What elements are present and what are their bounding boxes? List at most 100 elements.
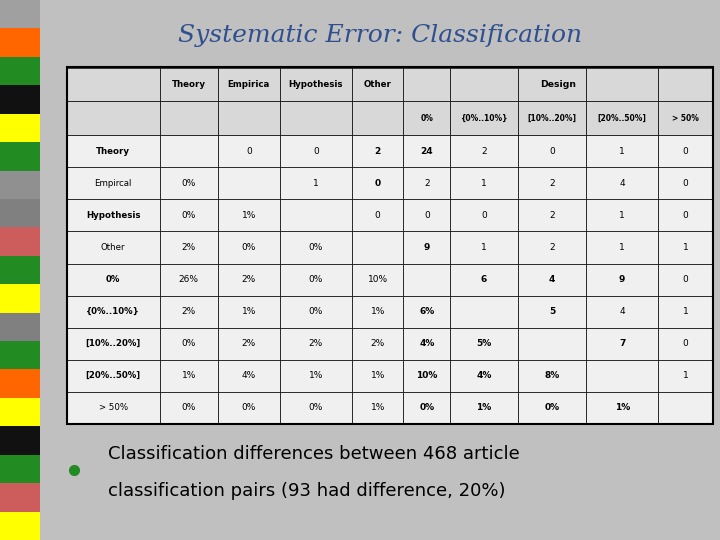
Bar [67, 264, 160, 295]
Text: 2%: 2% [242, 275, 256, 284]
Text: 1%: 1% [615, 403, 630, 413]
Text: 0%: 0% [181, 403, 196, 413]
Text: 1: 1 [683, 307, 688, 316]
Bar [218, 392, 280, 424]
Text: 1: 1 [313, 179, 319, 188]
Text: 1%: 1% [477, 403, 492, 413]
Text: 5%: 5% [477, 339, 492, 348]
Bar [450, 102, 518, 135]
Text: 0%: 0% [181, 339, 196, 348]
Bar [218, 68, 280, 102]
Text: 1: 1 [683, 243, 688, 252]
Text: > 50%: > 50% [99, 403, 127, 413]
Bar [518, 392, 586, 424]
Bar [218, 264, 280, 295]
Text: 2: 2 [374, 147, 381, 156]
Bar [518, 328, 586, 360]
Bar [67, 295, 160, 328]
Text: 2%: 2% [371, 339, 384, 348]
Text: [10%..20%]: [10%..20%] [86, 339, 141, 348]
Bar [280, 264, 352, 295]
Text: 2%: 2% [309, 339, 323, 348]
Text: 10%: 10% [368, 275, 387, 284]
Bar [586, 328, 658, 360]
Bar [658, 295, 714, 328]
Bar [403, 68, 450, 102]
Text: [20%..50%]: [20%..50%] [598, 114, 647, 123]
Bar [658, 102, 714, 135]
Bar [218, 328, 280, 360]
Bar [352, 199, 403, 232]
Bar [352, 295, 403, 328]
Bar [450, 392, 518, 424]
Text: 1: 1 [683, 372, 688, 380]
Bar [658, 264, 714, 295]
Bar [658, 392, 714, 424]
Bar [450, 232, 518, 264]
Text: Hypothesis: Hypothesis [86, 211, 140, 220]
Bar [586, 264, 658, 295]
Bar [518, 68, 586, 102]
Text: 0: 0 [683, 147, 688, 156]
Bar [67, 199, 160, 232]
Bar [352, 328, 403, 360]
Bar [658, 135, 714, 167]
Bar [160, 199, 218, 232]
Bar [218, 199, 280, 232]
Bar [352, 264, 403, 295]
Text: 4: 4 [619, 179, 625, 188]
Bar [518, 102, 586, 135]
Bar [160, 232, 218, 264]
Bar [403, 295, 450, 328]
Bar [67, 135, 160, 167]
Text: 4: 4 [619, 307, 625, 316]
Bar [67, 360, 160, 392]
Text: Theory: Theory [96, 147, 130, 156]
Text: Other: Other [101, 243, 125, 252]
Bar [160, 102, 218, 135]
Bar [280, 135, 352, 167]
Text: 2%: 2% [181, 307, 196, 316]
Bar [67, 232, 160, 264]
Text: Design: Design [540, 80, 576, 89]
Bar [450, 199, 518, 232]
Bar [352, 167, 403, 199]
Text: 4%: 4% [242, 372, 256, 380]
Text: 0%: 0% [419, 403, 434, 413]
Text: 2: 2 [549, 211, 555, 220]
Text: 4: 4 [549, 275, 555, 284]
Text: 0: 0 [375, 211, 380, 220]
Text: Empirica: Empirica [228, 80, 270, 89]
Bar [586, 199, 658, 232]
Text: 0: 0 [424, 211, 430, 220]
Text: 0%: 0% [309, 403, 323, 413]
Bar [67, 328, 160, 360]
Bar [586, 295, 658, 328]
Bar [280, 392, 352, 424]
Bar [450, 328, 518, 360]
Bar [518, 199, 586, 232]
Text: 2%: 2% [242, 339, 256, 348]
Text: 1: 1 [619, 147, 625, 156]
Text: [10%..20%]: [10%..20%] [528, 114, 577, 123]
Bar [658, 360, 714, 392]
Bar [280, 102, 352, 135]
Text: 2: 2 [549, 243, 555, 252]
Bar [67, 392, 160, 424]
Text: 6: 6 [481, 275, 487, 284]
Bar [280, 199, 352, 232]
Bar [280, 232, 352, 264]
Text: 0%: 0% [181, 179, 196, 188]
Bar [280, 68, 352, 102]
Bar [403, 232, 450, 264]
Text: 6%: 6% [419, 307, 434, 316]
Text: 0: 0 [549, 147, 555, 156]
Text: {0%..10%}: {0%..10%} [86, 307, 140, 316]
Text: Hypothesis: Hypothesis [289, 80, 343, 89]
Bar [280, 295, 352, 328]
Text: 0: 0 [481, 211, 487, 220]
Bar [403, 392, 450, 424]
Bar [218, 232, 280, 264]
Text: Other: Other [364, 80, 392, 89]
Bar [658, 167, 714, 199]
